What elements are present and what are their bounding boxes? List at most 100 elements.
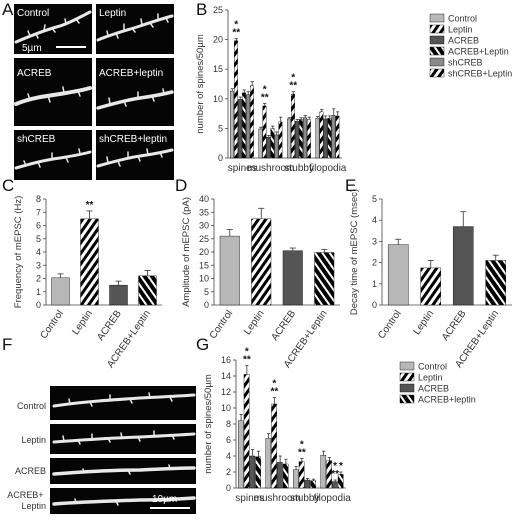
y-tick-label: 7 (36, 207, 41, 217)
y-tick-label: 0 (226, 483, 231, 493)
chart-b: 0 5 10 15 20 25 number of spines/50µm spinesmus… (195, 5, 512, 174)
legend: ControlLeptinACREBACREB+LeptinshCREBshCR… (429, 14, 512, 79)
bar (270, 128, 275, 159)
x-category-label: Leptin (70, 308, 95, 337)
y-tick-label: 6 (226, 435, 231, 445)
micrograph-a-acreb: ACREB (14, 58, 92, 126)
y-tick-label: 5 (218, 123, 223, 133)
bar (291, 93, 295, 159)
micrograph-label: ACREB (17, 68, 52, 79)
panel-letter-c: C (2, 176, 14, 195)
bar (299, 119, 303, 159)
panel-letter-b: B (196, 0, 207, 19)
bar (230, 90, 234, 159)
significance-mark: * ** (289, 73, 297, 92)
scale-bar-f-label: 10µm (152, 494, 177, 505)
bar (335, 115, 340, 159)
bar (271, 403, 277, 489)
chart-g: 0 2 4 6 8 10 12 14 16 number of spines/50µm spines… (203, 347, 476, 504)
significance-line: * (263, 85, 267, 96)
bar (310, 480, 316, 489)
micrograph-a-shcreb-leptin: shCREB+leptin (96, 130, 174, 180)
bar (315, 118, 320, 159)
legend-swatch (429, 46, 445, 56)
significance-mark: * ** (243, 347, 251, 366)
panel-letter-g: G (196, 335, 209, 354)
y-tick-label: 8 (36, 194, 41, 204)
bar (485, 260, 507, 306)
legend-swatch (429, 57, 445, 67)
significance-line: ** (298, 447, 306, 458)
y-tick-label: 10 (199, 274, 209, 284)
y-tick-label: 4 (226, 451, 231, 461)
x-category-label: stubby (285, 163, 314, 174)
micrograph-label: shCREB (17, 134, 56, 145)
significance-mark: * ** (232, 19, 240, 38)
legend-label: Leptin (418, 373, 443, 383)
y-tick-label: 14 (221, 371, 231, 381)
y-tick-label: 40 (199, 194, 209, 204)
y-tick-label: 0 (204, 300, 209, 310)
bar (295, 121, 299, 159)
bar (274, 134, 279, 159)
significance-mark: ** (86, 200, 94, 211)
micrograph-label: Leptin (21, 435, 46, 445)
micrograph-f-acreb: ACREB (15, 458, 196, 484)
significance-line: * (291, 73, 295, 84)
micrograph-f-acreb-leptin: 10µm ACREB+ Leptin (7, 488, 196, 514)
bar (243, 374, 250, 489)
y-tick-label: 6 (36, 221, 41, 231)
legend-label: ACREB+Leptin (448, 47, 509, 57)
significance-line: ** (289, 81, 297, 92)
y-axis-label: Decay time of mEPSC (msec) (349, 189, 360, 315)
micrograph-a-shcreb: shCREB (14, 130, 92, 180)
legend-label: Leptin (448, 25, 473, 35)
bar (266, 137, 271, 159)
bar (327, 118, 332, 159)
micrograph-a-leptin: Leptin (96, 4, 174, 54)
bar (332, 481, 338, 489)
panel-letter-e: E (345, 176, 356, 195)
x-category-label: ACREB (269, 308, 298, 343)
y-axis-label: Frequency of mEPSC (Hz) (13, 196, 24, 308)
y-tick-label: 4 (36, 247, 41, 257)
legend-swatch (399, 394, 415, 404)
x-category-label: mushroom (247, 163, 294, 174)
legend-swatch (399, 361, 415, 371)
y-tick-label: 2 (372, 258, 377, 268)
legend-label: Control (418, 362, 447, 372)
bar (293, 469, 299, 489)
y-tick-label: 5 (372, 194, 377, 204)
bar (314, 252, 335, 306)
micrograph-a-control: Control 5µm (14, 4, 92, 54)
bar (298, 461, 305, 489)
x-category-label: Control (376, 308, 404, 341)
bar (282, 463, 289, 489)
y-axis-label: number of spines/50µm (195, 34, 206, 134)
y-tick-label: 5 (36, 234, 41, 244)
panel-a-micrographs: Control 5µm Leptin ACREB ACREB+leptin s (14, 4, 174, 180)
y-tick-label: 15 (199, 260, 209, 270)
significance-mark: * ** (261, 85, 269, 104)
legend-swatch (399, 372, 415, 382)
x-category-label: spines (235, 493, 264, 504)
micrograph-label: Leptin (99, 8, 126, 19)
y-tick-label: 1 (372, 279, 377, 289)
x-category-label: Leptin (412, 308, 437, 337)
significance-mark: * ** (298, 439, 306, 458)
bar (80, 218, 99, 306)
significance-line: ** (261, 93, 269, 104)
significance-mark: * ** (270, 379, 278, 398)
significance-line: ** (86, 200, 94, 211)
legend-label: ACREB+leptin (418, 395, 476, 405)
bar (331, 115, 336, 159)
micrograph-label: ACREB (15, 466, 46, 476)
significance-line: * (300, 439, 304, 450)
bar (387, 244, 409, 306)
panel-letter-d: D (175, 176, 187, 195)
y-tick-label: 3 (372, 236, 377, 246)
significance-line: ** (270, 387, 278, 398)
bar (249, 455, 256, 489)
micrograph-f-control: Control (17, 386, 196, 420)
